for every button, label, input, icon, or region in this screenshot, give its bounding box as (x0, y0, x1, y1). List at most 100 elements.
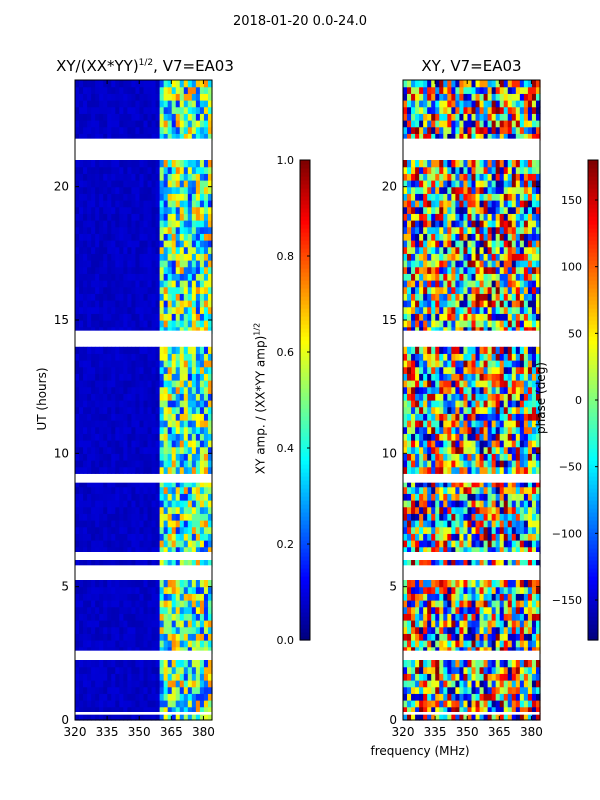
heatmap-cell (523, 686, 529, 694)
heatmap-cell (431, 540, 436, 548)
heatmap-cell (479, 626, 485, 634)
heatmap-cell (155, 286, 161, 294)
heatmap-cell (91, 160, 96, 168)
heatmap-cell (207, 493, 213, 501)
heatmap-cell (495, 620, 501, 628)
heatmap-cell (187, 100, 193, 108)
heatmap-cell (123, 513, 128, 521)
heatmap-cell (483, 713, 489, 721)
heatmap-cell (179, 380, 185, 388)
heatmap-cell (471, 706, 477, 714)
heatmap-cell (99, 526, 104, 534)
heatmap-cell (99, 86, 104, 94)
heatmap-cell (443, 646, 448, 654)
heatmap-cell (107, 386, 112, 394)
heatmap-cell (111, 366, 116, 374)
heatmap-cell (143, 106, 149, 114)
heatmap-cell (415, 373, 420, 381)
heatmap-cell (135, 366, 141, 374)
heatmap-cell (99, 613, 104, 621)
heatmap-cell (431, 446, 436, 454)
heatmap-cell (479, 606, 485, 614)
heatmap-cell (523, 513, 529, 521)
heatmap-cell (199, 93, 205, 101)
heatmap-cell (95, 386, 100, 394)
heatmap-cell (439, 373, 444, 381)
heatmap-cell (191, 93, 197, 101)
heatmap-cell (163, 286, 169, 294)
heatmap-cell (91, 413, 96, 421)
heatmap-cell (159, 273, 165, 281)
heatmap-cell (91, 266, 96, 274)
heatmap-cell (407, 373, 412, 381)
heatmap-cell (147, 613, 153, 621)
heatmap-cell (87, 173, 92, 181)
heatmap-cell (95, 400, 100, 408)
heatmap-cell (79, 380, 84, 388)
heatmap-cell (159, 613, 165, 621)
heatmap-cell (455, 580, 461, 588)
heatmap-cell (471, 646, 477, 654)
heatmap-cell (503, 606, 509, 614)
heatmap-cell (451, 533, 456, 541)
heatmap-cell (507, 480, 513, 488)
heatmap-cell (419, 433, 424, 441)
heatmap-cell (111, 220, 116, 228)
heatmap-cell (111, 480, 116, 488)
heatmap-cell (187, 506, 193, 514)
heatmap-cell (175, 640, 181, 648)
heatmap-cell (139, 173, 145, 181)
heatmap-cell (487, 626, 493, 634)
heatmap-cell (115, 400, 120, 408)
heatmap-cell (183, 86, 189, 94)
heatmap-cell (463, 646, 469, 654)
colorbar-step (300, 528, 310, 533)
heatmap-cell (131, 300, 137, 308)
heatmap-cell (439, 640, 444, 648)
heatmap-cell (87, 693, 92, 701)
heatmap-cell (403, 540, 408, 548)
heatmap-cell (163, 446, 169, 454)
heatmap-cell (139, 540, 145, 548)
heatmap-cell (523, 500, 529, 508)
heatmap-cell (195, 406, 201, 414)
heatmap-cell (443, 453, 448, 461)
heatmap-cell (135, 580, 141, 588)
heatmap-cell (79, 386, 84, 394)
heatmap-cell (159, 233, 165, 241)
heatmap-cell (199, 126, 205, 134)
heatmap-cell (439, 326, 444, 334)
heatmap-cell (87, 626, 92, 634)
heatmap-cell (111, 280, 116, 288)
heatmap-cell (111, 660, 116, 668)
heatmap-cell (79, 526, 84, 534)
heatmap-cell (107, 400, 112, 408)
heatmap-cell (99, 193, 104, 201)
heatmap-cell (463, 306, 469, 314)
heatmap-cell (419, 640, 424, 648)
heatmap-cell (163, 453, 169, 461)
heatmap-cell (495, 506, 501, 514)
heatmap-cell (207, 346, 213, 354)
heatmap-cell (199, 460, 205, 468)
heatmap-cell (79, 80, 84, 88)
heatmap-cell (107, 426, 112, 434)
heatmap-cell (199, 346, 205, 354)
heatmap-cell (527, 626, 533, 634)
heatmap-cell (111, 640, 116, 648)
heatmap-cell (91, 233, 96, 241)
heatmap-cell (503, 426, 509, 434)
heatmap-cell (455, 533, 461, 541)
heatmap-cell (175, 426, 181, 434)
heatmap-cell (207, 180, 213, 188)
heatmap-cell (403, 693, 408, 701)
heatmap-cell (147, 353, 153, 361)
heatmap-cell (139, 440, 145, 448)
heatmap-cell (435, 360, 440, 368)
heatmap-cell (127, 173, 133, 181)
heatmap-cell (407, 406, 412, 414)
heatmap-cell (527, 526, 533, 534)
heatmap-cell (515, 680, 521, 688)
heatmap-cell (79, 406, 84, 414)
heatmap-cell (523, 453, 529, 461)
